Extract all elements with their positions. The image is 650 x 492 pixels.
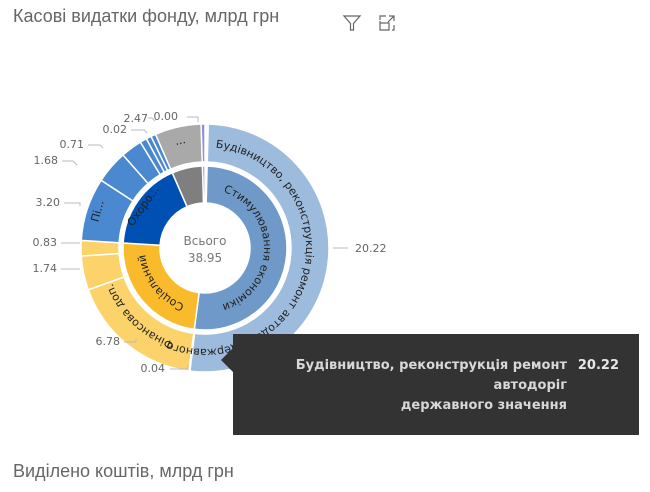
value-label: 1.68 [34,154,59,167]
value-label: 0.71 [60,138,85,151]
chart-title: Касові видатки фонду, млрд грн [13,6,280,26]
value-label: 6.78 [96,335,121,348]
leader-line [187,116,199,122]
tooltip-value: 20.22 [577,358,619,373]
tooltip: Будівництво, реконструкція ремонт автодо… [221,334,639,435]
segment-label-other: ... [174,133,187,148]
tooltip-arrow [221,348,233,372]
leader-line [88,144,104,149]
sunburst-chart[interactable]: 20.22 0.04 6.78 1.74 0.83 3.20 1.680.71 0.022.4… [0,0,650,460]
filter-icon[interactable] [341,12,363,34]
leader-line [148,117,156,122]
leader-line [131,129,148,134]
segment-label-pi: Пі... [89,199,107,223]
value-label: 0.00 [154,110,179,123]
leader-line [62,160,78,166]
tooltip-name: Будівництво, реконструкція ремонт автодо… [295,358,567,413]
value-label: 20.22 [355,242,387,255]
value-label: 0.04 [141,362,166,375]
value-label: 0.83 [33,236,58,249]
leader-line [124,339,137,343]
leader-line [170,365,189,370]
value-label: 1.74 [33,262,58,275]
segment-road-construction[interactable] [189,123,330,373]
segment-stimulus-economy[interactable] [193,165,288,331]
value-label: 0.02 [103,123,128,136]
value-label: 3.20 [36,196,61,209]
leader-line [64,202,81,206]
center-value: 38.95 [188,251,222,265]
center-label: Всього [184,234,227,248]
next-chart-title: Виділено коштів, млрд грн [13,461,234,481]
value-label: 2.47 [124,112,149,125]
segment-misc[interactable] [201,165,206,204]
focus-mode-icon[interactable] [376,12,398,34]
segment-zero[interactable] [200,123,206,163]
